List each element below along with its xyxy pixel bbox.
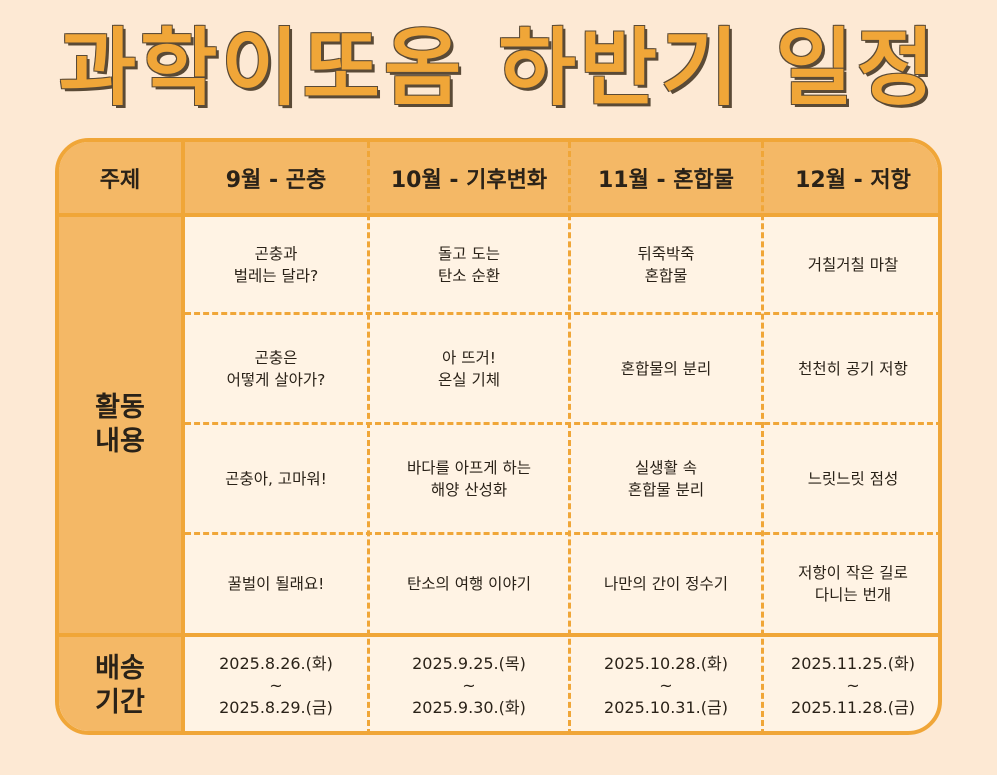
activity-cell: 곤충은 어떻게 살아가? — [185, 315, 367, 422]
activity-cell: 느릿느릿 점성 — [764, 425, 942, 532]
activity-cell: 저항이 작은 길로 다니는 번개 — [764, 535, 942, 633]
header-month-sep: 9월 - 곤충 — [185, 142, 367, 213]
activity-cell: 실생활 속 혼합물 분리 — [571, 425, 761, 532]
activity-cell: 혼합물의 분리 — [571, 315, 761, 422]
delivery-period: 2025.11.25.(화) ~ 2025.11.28.(금) — [764, 637, 942, 735]
activity-cell: 돌고 도는 탄소 순환 — [370, 217, 568, 312]
activity-cell: 탄소의 여행 이야기 — [370, 535, 568, 633]
page-title: 과학이또옴 하반기 일정 — [0, 12, 997, 124]
header-month-oct: 10월 - 기후변화 — [370, 142, 568, 213]
activity-cell: 뒤죽박죽 혼합물 — [571, 217, 761, 312]
activity-cell: 바다를 아프게 하는 해양 산성화 — [370, 425, 568, 532]
activity-cell: 곤충아, 고마워! — [185, 425, 367, 532]
activity-cell: 거칠거칠 마찰 — [764, 217, 942, 312]
schedule-table: 주제 9월 - 곤충 10월 - 기후변화 11월 - 혼합물 12월 - 저항… — [55, 138, 942, 735]
activity-cell: 나만의 간이 정수기 — [571, 535, 761, 633]
activity-cell: 곤충과 벌레는 달라? — [185, 217, 367, 312]
delivery-period: 2025.9.25.(목) ~ 2025.9.30.(화) — [370, 637, 568, 735]
delivery-period: 2025.10.28.(화) ~ 2025.10.31.(금) — [571, 637, 761, 735]
header-month-nov: 11월 - 혼합물 — [571, 142, 761, 213]
delivery-label: 배송 기간 — [59, 637, 181, 735]
activity-cell: 꿀벌이 될래요! — [185, 535, 367, 633]
delivery-period: 2025.8.26.(화) ~ 2025.8.29.(금) — [185, 637, 367, 735]
header-topic: 주제 — [59, 142, 181, 213]
activities-label: 활동 내용 — [59, 217, 181, 633]
activity-cell: 아 뜨거! 온실 기체 — [370, 315, 568, 422]
activity-cell: 천천히 공기 저항 — [764, 315, 942, 422]
header-month-dec: 12월 - 저항 — [764, 142, 942, 213]
